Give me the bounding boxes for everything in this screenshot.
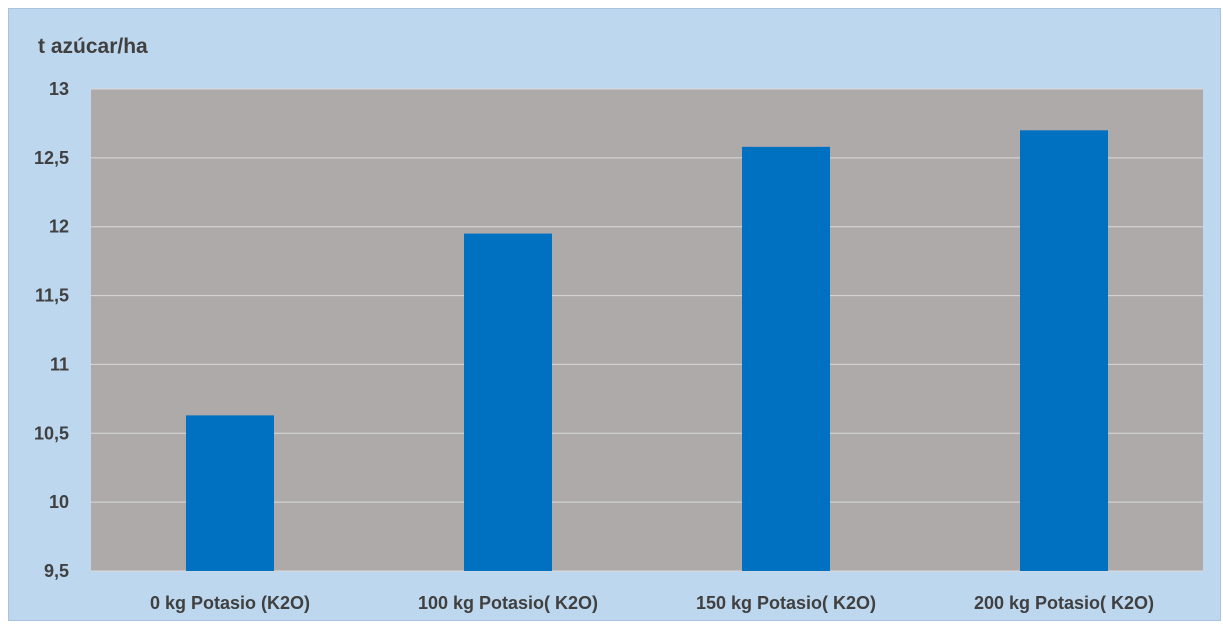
y-axis-ticks: 9,5 10 10,5 11 11,5 12 12,5 13 — [34, 79, 69, 581]
plot-area — [91, 89, 1203, 571]
gridlines — [91, 88, 1203, 572]
y-tick-label: 10,5 — [34, 423, 69, 443]
bar — [464, 233, 552, 571]
y-tick-label: 11 — [50, 354, 69, 374]
y-tick-label: 13 — [49, 79, 69, 99]
x-category-label: 150 kg Potasio( K2O) — [696, 593, 876, 613]
y-tick-label: 10 — [49, 492, 69, 512]
y-tick-label: 11,5 — [35, 286, 69, 306]
bar — [1020, 130, 1108, 572]
y-axis-title: t azúcar/ha — [38, 35, 148, 58]
x-category-label: 0 kg Potasio (K2O) — [150, 593, 310, 613]
y-tick-label: 12 — [49, 217, 69, 237]
bar — [186, 415, 274, 571]
x-axis-labels: 0 kg Potasio (K2O) 100 kg Potasio( K2O) 15… — [150, 593, 1154, 613]
bars — [186, 130, 1108, 572]
y-tick-label: 9,5 — [44, 561, 69, 581]
x-category-label: 200 kg Potasio( K2O) — [974, 593, 1154, 613]
y-tick-label: 12,5 — [34, 148, 69, 168]
bar — [742, 146, 830, 571]
x-category-label: 100 kg Potasio( K2O) — [418, 593, 598, 613]
